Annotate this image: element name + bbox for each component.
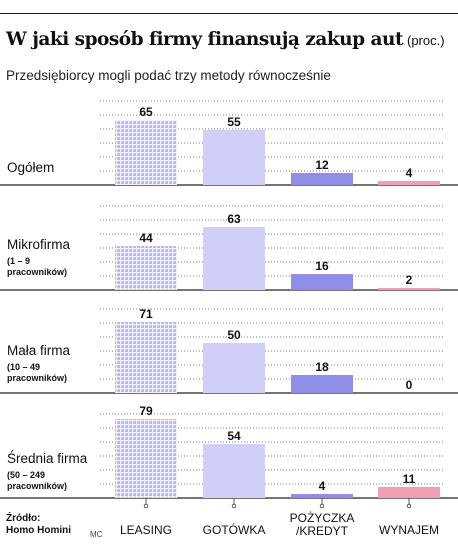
value-label: 11 <box>403 472 416 486</box>
top-rule <box>0 13 458 14</box>
author-credit: MC <box>90 530 103 539</box>
bar-gotówka <box>203 130 265 185</box>
title-row: W jaki sposób firmy finansują zakup aut(… <box>6 29 445 50</box>
group-label: Ogółem <box>7 160 55 175</box>
bar-gotówka <box>203 343 265 393</box>
bar-pożyczka <box>291 274 353 290</box>
x-tick-marker <box>143 503 149 509</box>
bar-pożyczka <box>291 173 353 185</box>
x-axis-label: LEASING <box>119 523 173 537</box>
chart-unit: (proc.) <box>407 33 445 48</box>
bar-wynajem <box>378 487 440 498</box>
bar-pożyczka <box>291 494 353 498</box>
value-label: 2 <box>406 273 413 287</box>
value-label: 0 <box>406 378 413 392</box>
x-axis-label: GOTÓWKA <box>202 523 266 537</box>
value-label: 50 <box>227 328 241 342</box>
chart-title: W jaki sposób firmy finansują zakup aut <box>6 29 404 50</box>
group-label: Mała firma <box>7 343 71 358</box>
bar-leasing <box>115 120 177 185</box>
x-tick-marker <box>319 503 325 509</box>
group-sublabel: (1 – 9 pracowników) <box>7 256 68 277</box>
x-axis-label: POŻYCZKA /KREDYT <box>289 511 355 538</box>
bar-wynajem <box>378 181 440 185</box>
value-label: 79 <box>139 404 153 418</box>
x-tick-marker <box>231 503 237 509</box>
bar-pożyczka <box>291 375 353 393</box>
bar-gotówka <box>203 227 265 290</box>
source-note: Źródło: Homo Homini <box>6 513 71 537</box>
value-label: 4 <box>319 479 326 493</box>
value-label: 18 <box>315 360 329 374</box>
bar-leasing <box>115 419 177 498</box>
bar-leasing <box>115 246 177 290</box>
value-label: 54 <box>227 429 241 443</box>
value-label: 4 <box>406 166 413 180</box>
value-label: 71 <box>139 307 153 321</box>
value-label: 44 <box>139 231 153 245</box>
value-label: 55 <box>227 115 241 129</box>
source-name: Homo Homini <box>6 525 71 536</box>
value-label: 16 <box>315 259 329 273</box>
chart-subtitle: Przedsiębiorcy mogli podać trzy metody r… <box>6 68 331 83</box>
bar-wynajem <box>378 288 440 290</box>
x-axis-label: WYNAJEM <box>379 523 439 537</box>
value-label: 12 <box>315 158 329 172</box>
source-label: Źródło: <box>6 513 41 524</box>
group-label: Mikrofirma <box>7 237 70 252</box>
value-label: 65 <box>139 105 153 119</box>
x-tick-marker <box>406 503 412 509</box>
group-sublabel: (10 – 49 pracowników) <box>7 362 68 383</box>
bar-leasing <box>115 322 177 393</box>
bar-gotówka <box>203 444 265 498</box>
group-sublabel: (50 – 249 pracowników) <box>7 470 68 491</box>
group-label: Średnia firma <box>7 451 88 466</box>
value-label: 63 <box>227 212 241 226</box>
